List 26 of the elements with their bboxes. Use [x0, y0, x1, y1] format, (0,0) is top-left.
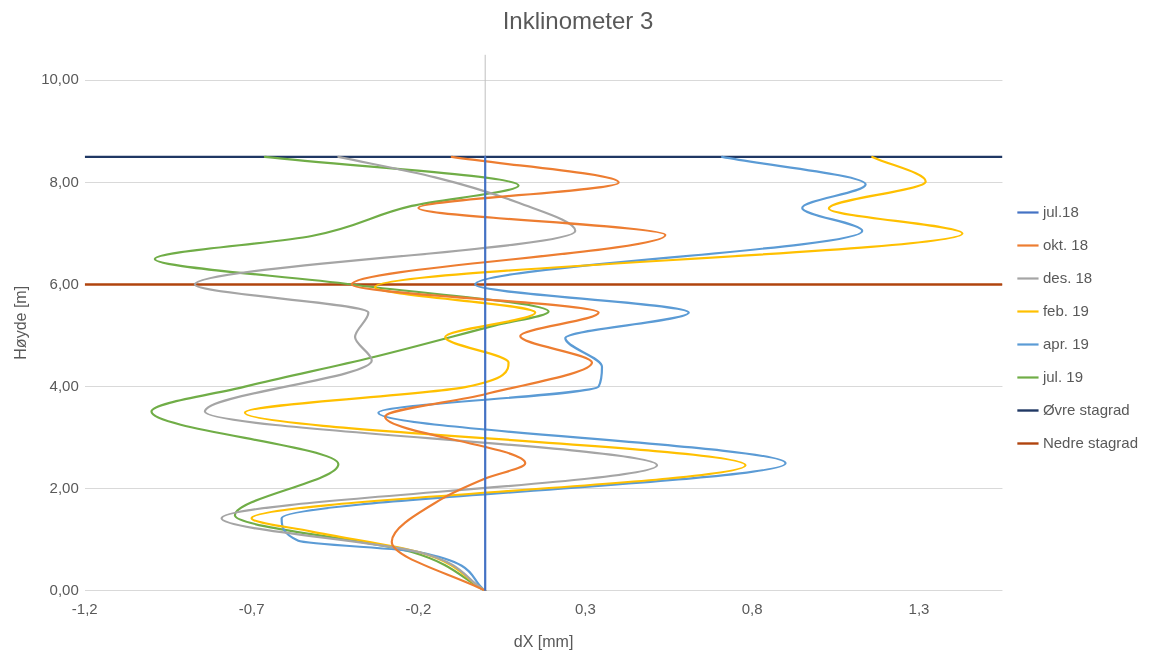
legend-label: Øvre stagrad	[1042, 400, 1130, 418]
x-tick-label: -1,2	[71, 599, 98, 617]
line-series	[350, 155, 667, 591]
line-series	[193, 155, 659, 591]
x-tick-label: -0,7	[238, 599, 265, 617]
y-tick-label: 2,00	[49, 478, 79, 496]
chart-title: Inklinometer 3	[502, 7, 654, 35]
x-tick-label: -0,2	[405, 599, 432, 617]
legend-label: jul.18	[1041, 202, 1079, 220]
x-tick-label: 0,8	[741, 599, 763, 617]
line-series	[280, 155, 867, 591]
x-axis-title: dX [mm]	[513, 632, 574, 650]
legend-label: feb. 19	[1042, 301, 1089, 319]
x-tick-label: 1,3	[908, 599, 930, 617]
legend-label: Nedre stagrad	[1042, 433, 1139, 451]
y-tick-label: 0,00	[49, 580, 79, 598]
y-axis-title: Høyde [m]	[12, 285, 30, 360]
legend-label: apr. 19	[1042, 334, 1089, 352]
legend-label: okt. 18	[1042, 235, 1088, 253]
y-tick-label: 6,00	[49, 274, 79, 292]
y-tick-label: 8,00	[49, 172, 79, 190]
legend-label: des. 18	[1042, 268, 1093, 286]
legend-label: jul. 19	[1041, 367, 1083, 385]
y-tick-label: 4,00	[49, 376, 79, 394]
x-tick-label: 0,3	[574, 599, 596, 617]
y-tick-label: 10,00	[41, 70, 79, 88]
